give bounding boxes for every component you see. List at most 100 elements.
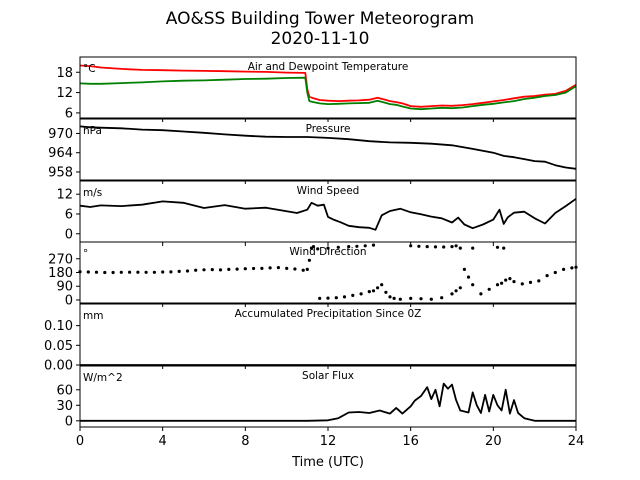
wind_direction-point [305, 267, 309, 271]
panels-group: 6 12 18 Air and Dewpoint Temperature °C 958 96… [44, 56, 584, 449]
wind_direction-point [293, 267, 297, 271]
solar_flux-ytick-label: 30 [56, 399, 73, 414]
wind_direction-point [570, 266, 574, 270]
wind_direction-point [520, 282, 524, 286]
wind_direction-point [495, 245, 500, 249]
wind_direction-point [359, 292, 363, 296]
wind_direction-point [425, 245, 429, 249]
wind_direction-point [326, 246, 330, 250]
wind_direction-point [450, 245, 454, 249]
precipitation-ytick-label: 0.05 [44, 339, 73, 354]
wind_direction-point [562, 267, 566, 271]
wind_direction-point [152, 270, 156, 274]
temperature-series-line-1 [79, 76, 577, 111]
wind_direction-point [342, 295, 347, 299]
pressure-unit-label: hPa [83, 125, 102, 137]
x-tick-label: 12 [320, 434, 337, 449]
wind_direction-point [326, 296, 330, 300]
temperature-series-line-0 [79, 64, 577, 108]
wind_direction-point [252, 266, 256, 271]
wind_direction-point [466, 275, 471, 279]
wind_direction-ytick-label: 90 [56, 280, 73, 295]
wind_direction-point [347, 245, 351, 249]
wind_speed-ytick-label: 0 [65, 227, 73, 242]
x-tick-label: 4 [159, 434, 167, 449]
wind_direction-point [202, 268, 206, 272]
wind_direction-point [334, 296, 338, 300]
x-axis-label: Time (UTC) [291, 455, 364, 470]
wind_direction-point [479, 292, 483, 296]
wind_direction-point [311, 245, 316, 249]
solar_flux-panel-title: Solar Flux [302, 370, 354, 382]
wind_direction-point [419, 297, 423, 301]
wind_direction-point [307, 258, 311, 262]
wind_direction-point [243, 267, 247, 271]
wind_direction-ytick-label: 0 [65, 293, 73, 308]
wind_direction-point [417, 244, 421, 248]
wind_direction-point [502, 246, 506, 250]
wind_direction-point [144, 270, 148, 274]
figure-title-line2: 2020-11-10 [271, 29, 370, 49]
wind_direction-point [227, 267, 231, 271]
wind_direction-point [94, 270, 99, 274]
wind_direction-point [177, 269, 181, 273]
panel-temperature: 6 12 18 Air and Dewpoint Temperature °C [56, 56, 577, 122]
wind_direction-point [376, 286, 380, 290]
wind_direction-point [260, 266, 264, 270]
wind_direction-point [462, 267, 466, 271]
x-tick-label: 20 [485, 434, 502, 449]
solar_flux-unit-label: W/m^2 [83, 372, 123, 384]
wind_speed-panel-title: Wind Speed [297, 185, 360, 197]
wind_direction-point [111, 270, 115, 275]
precipitation-ytick-label: 0.00 [44, 359, 73, 374]
wind_direction-point [384, 290, 388, 294]
wind_direction-point [363, 244, 367, 248]
wind_direction-unit-label: ° [83, 248, 88, 260]
wind_direction-point [367, 290, 371, 294]
wind_direction-point [210, 268, 214, 272]
wind_direction-point [380, 283, 384, 287]
wind_direction-point [194, 268, 198, 272]
wind_direction-point [161, 270, 165, 274]
wind_direction-point [318, 296, 322, 300]
wind_direction-point [336, 245, 340, 249]
wind_speed-series-line-0 [79, 198, 577, 231]
wind_direction-ytick-label: 180 [48, 266, 73, 281]
wind_direction-point [471, 283, 475, 287]
wind_direction-point [500, 281, 504, 285]
temperature-ytick-label: 12 [56, 86, 73, 101]
solar_flux-ytick-label: 0 [65, 414, 73, 429]
wind_direction-point [276, 266, 280, 270]
precipitation-panel-title: Accumulated Precipitation Since 0Z [235, 308, 422, 320]
wind_direction-point [495, 283, 500, 287]
wind_direction-point [316, 247, 320, 251]
x-tick-label: 8 [241, 434, 249, 449]
wind_direction-point [450, 292, 454, 296]
wind_direction-point [471, 246, 475, 250]
wind_direction-point [128, 270, 132, 274]
wind_direction-point [512, 280, 516, 284]
wind_direction-point [388, 295, 392, 299]
wind_direction-point [103, 270, 107, 275]
solar_flux-ytick-label: 60 [56, 383, 73, 398]
wind_direction-point [409, 244, 413, 248]
precipitation-ytick-label: 0.10 [44, 319, 73, 334]
wind_direction-point [351, 293, 355, 297]
precipitation-unit-label: mm [83, 310, 103, 322]
wind_direction-point [429, 297, 433, 301]
wind_direction-point [487, 287, 491, 291]
wind_direction-point [218, 268, 223, 272]
temperature-unit-label: °C [83, 63, 96, 75]
temperature-ytick-label: 18 [56, 66, 73, 81]
wind_direction-point [433, 245, 438, 249]
wind_direction-point [371, 289, 376, 293]
wind_direction-point [553, 270, 557, 275]
wind_direction-point [504, 278, 508, 282]
wind_direction-point [285, 266, 289, 270]
wind_direction-point [442, 245, 446, 249]
wind_direction-point [136, 270, 140, 274]
wind_direction-point [355, 244, 359, 248]
wind_direction-point [508, 277, 512, 281]
